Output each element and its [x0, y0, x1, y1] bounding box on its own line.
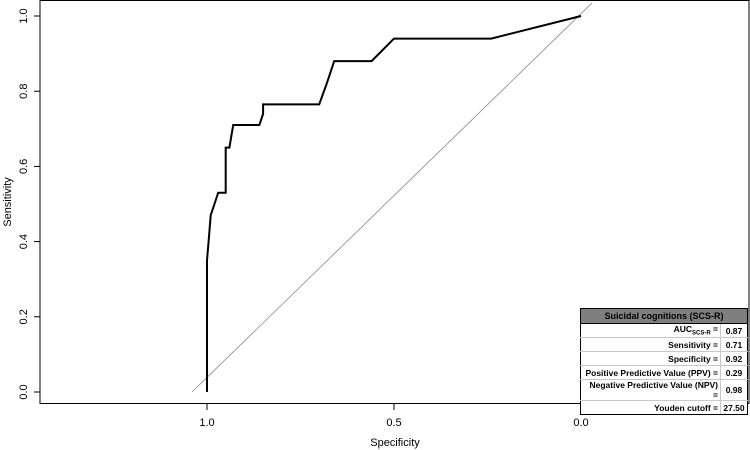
stats-row-ppv: Positive Predictive Value (PPV) = 0.29: [580, 365, 748, 380]
stats-value-youden: 27.50: [720, 400, 748, 415]
stats-value-auc: 0.87: [720, 323, 748, 338]
stats-label-ppv: Positive Predictive Value (PPV) =: [580, 365, 721, 380]
stats-value-sensitivity: 0.71: [720, 337, 748, 352]
series-layer: [206, 15, 582, 392]
y-tick-label: 0.8: [18, 84, 30, 99]
x-axis: 1.0 0.5 0.0: [199, 404, 589, 429]
y-tick-label: 0.0: [18, 384, 30, 399]
stats-label-youden: Youden cutoff =: [580, 400, 721, 415]
x-tick-label: 0.0: [573, 417, 588, 429]
stats-row-sensitivity: Sensitivity = 0.71: [580, 337, 748, 352]
x-tick-label: 0.5: [386, 417, 401, 429]
stats-row-youden: Youden cutoff = 27.50: [580, 400, 748, 415]
stats-label-sensitivity: Sensitivity =: [580, 337, 721, 352]
stats-table-title: Suicidal cognitions (SCS-R): [580, 308, 748, 324]
stats-row-auc: AUCSCS-R = 0.87: [580, 323, 748, 338]
roc-curve-line: [206, 15, 582, 392]
stats-table: Suicidal cognitions (SCS-R) AUCSCS-R = 0…: [580, 308, 748, 415]
y-tick-label: 0.2: [18, 309, 30, 324]
reference-diagonal-line: [191, 2, 593, 393]
stats-label-auc: AUCSCS-R =: [580, 323, 721, 338]
stats-value-npv: 0.98: [720, 379, 748, 401]
stats-row-specificity: Specificity = 0.92: [580, 351, 748, 366]
stats-label-specificity: Specificity =: [580, 351, 721, 366]
x-tick-label: 1.0: [199, 417, 214, 429]
y-axis: 0.0 0.2 0.4 0.6 0.8 1.0: [18, 8, 40, 400]
y-tick-label: 0.4: [18, 234, 30, 249]
y-tick-label: 0.6: [18, 159, 30, 174]
plot-frame: [39, 0, 750, 404]
x-axis-title: Specificity: [370, 437, 420, 449]
y-axis-title: Sensitivity: [2, 177, 14, 227]
stats-label-npv: Negative Predictive Value (NPV) =: [580, 379, 721, 401]
stats-value-ppv: 0.29: [720, 365, 748, 380]
stats-value-specificity: 0.92: [720, 351, 748, 366]
y-tick-label: 1.0: [18, 8, 30, 23]
stats-row-npv: Negative Predictive Value (NPV) = 0.98: [580, 379, 748, 401]
